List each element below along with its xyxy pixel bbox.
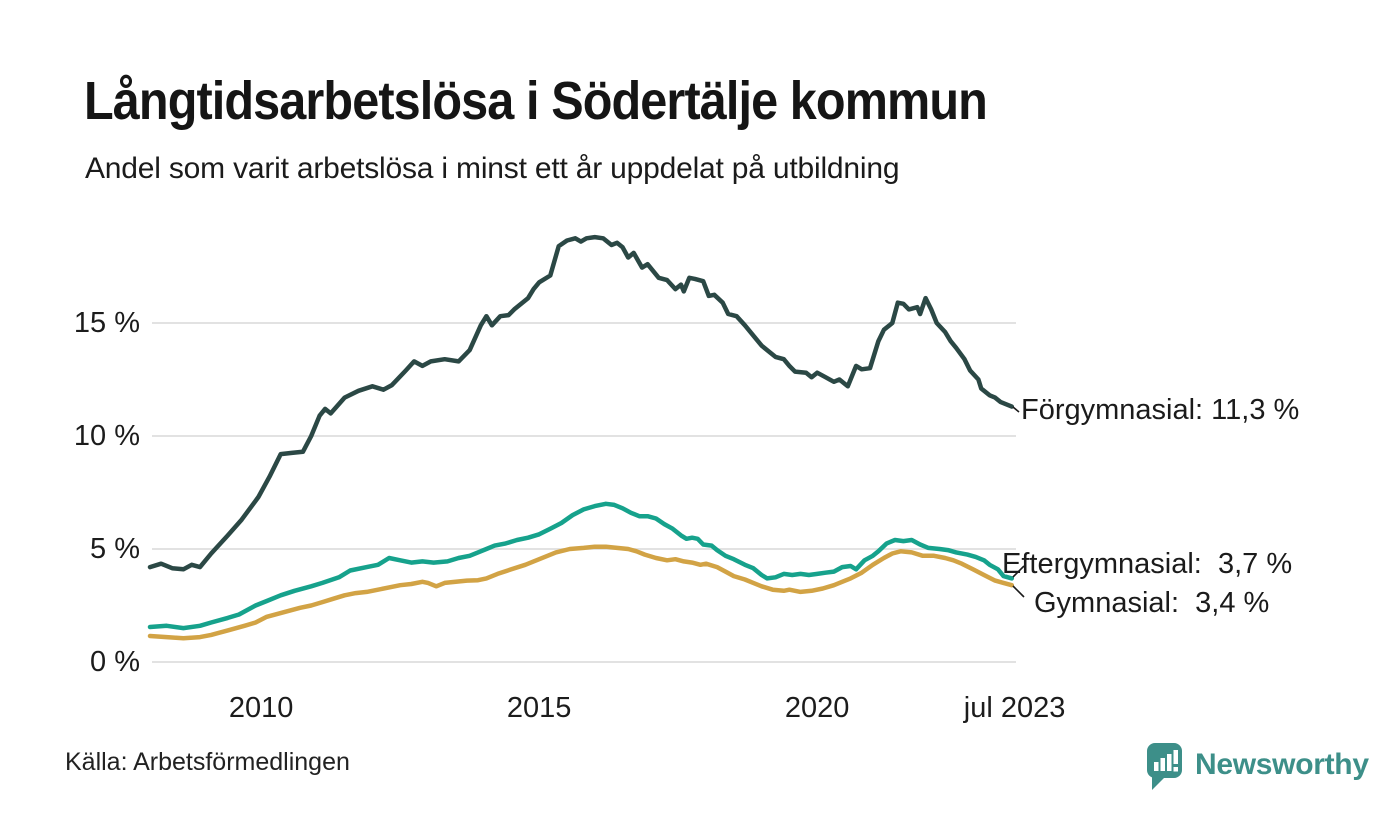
series-label-forgymnasial: Förgymnasial: 11,3 % <box>1021 394 1300 426</box>
series-line-eftergymnasial <box>147 501 1015 631</box>
y-tick-label: 10 % <box>73 420 140 452</box>
series-label-eftergymnasial: Eftergymnasial: 3,7 % <box>1002 548 1293 580</box>
y-tick-label: 0 % <box>90 646 140 678</box>
newsworthy-brand-text: Newsworthy <box>1195 748 1369 781</box>
newsworthy-brand: Newsworthy <box>1146 742 1369 794</box>
page-title: Långtidsarbetslösa i Södertälje kommun <box>84 71 988 131</box>
series-line-förgymnasial <box>147 234 1015 572</box>
label-connectors <box>1012 406 1025 598</box>
chart-subtitle: Andel som varit arbetslösa i minst ett å… <box>85 152 900 185</box>
series-label-gymnasial: Gymnasial: 3,4 % <box>1034 587 1270 619</box>
y-tick-label: 5 % <box>90 533 140 565</box>
x-tick-label: 2015 <box>506 692 572 724</box>
y-tick-label: 15 % <box>73 307 140 339</box>
series-line-gymnasial <box>147 544 1015 641</box>
connector-eftergymnasial <box>1012 565 1025 578</box>
connector-gymnasial <box>1012 585 1025 598</box>
x-tick-label: jul 2023 <box>963 692 1066 724</box>
connector-forgymnasial <box>1012 406 1020 413</box>
x-tick-label: 2010 <box>228 692 294 724</box>
source-note: Källa: Arbetsförmedlingen <box>65 748 350 776</box>
x-tick-label: 2020 <box>784 692 850 724</box>
newsworthy-logo-icon <box>1147 743 1182 790</box>
gridlines <box>152 322 1016 663</box>
series-lines <box>147 234 1015 641</box>
